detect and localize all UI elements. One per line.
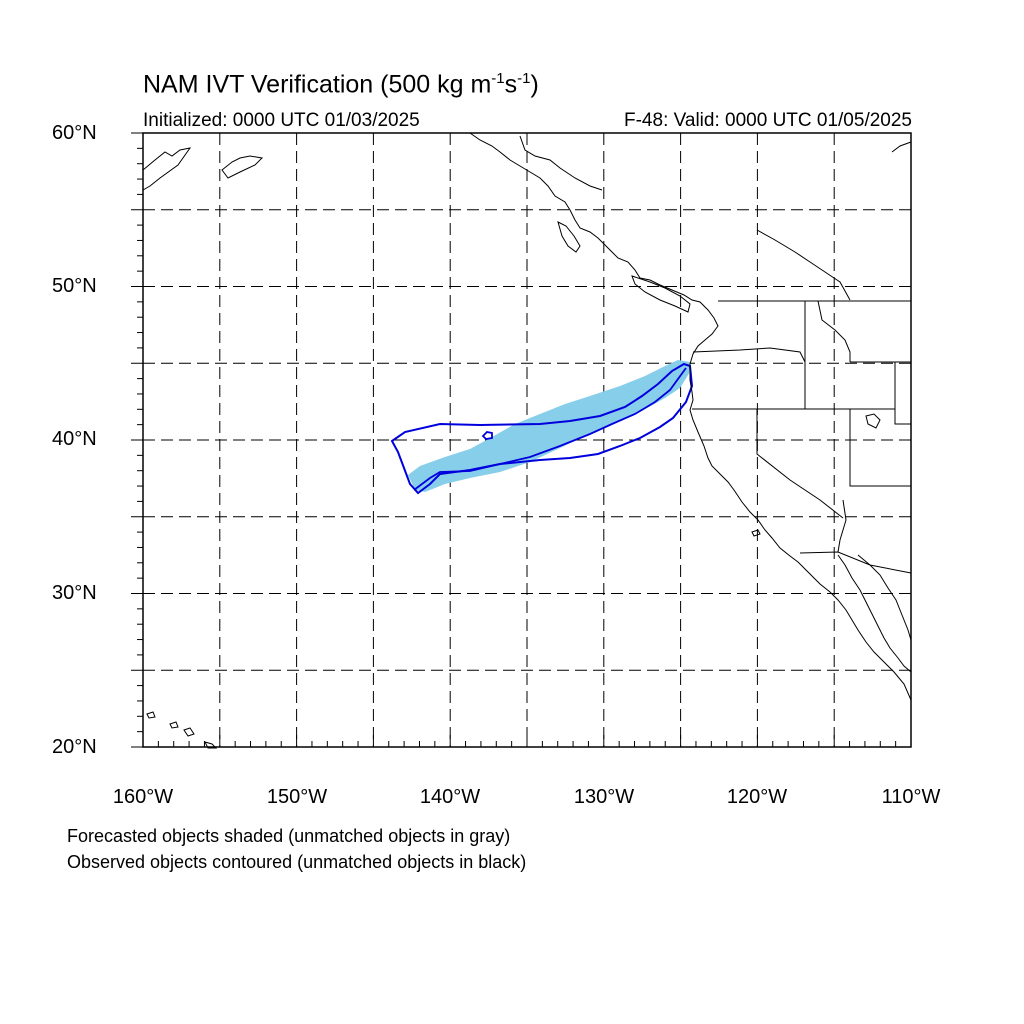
great-salt-lake: [865, 413, 881, 429]
lon-label-120w: 120°W: [726, 786, 788, 808]
bc-interior-border: [756, 229, 851, 301]
lat-label-40n: 40°N: [52, 428, 97, 450]
lon-label-130w: 130°W: [573, 786, 635, 808]
observed-small-contour: [481, 431, 493, 440]
ne-coast-top-right: [891, 141, 912, 153]
hawaii-3: [183, 727, 195, 737]
hawaii-2: [169, 721, 179, 729]
ca-nv-border: [756, 409, 844, 519]
ca-az-border: [837, 499, 847, 553]
hawaii-1: [146, 711, 156, 719]
axis-ticks: [131, 132, 912, 748]
lon-label-150w: 150°W: [266, 786, 328, 808]
haida-gwaii: [557, 221, 581, 253]
valid-time-label: F-48: Valid: 0000 UTC 01/05/2025: [624, 110, 912, 131]
lon-label-160w: 160°W: [112, 786, 174, 808]
lat-label-50n: 50°N: [52, 275, 97, 297]
alaska-canada-border: [519, 135, 603, 191]
lon-label-110w: 110°W: [881, 786, 941, 808]
hawaii-4: [204, 741, 218, 749]
alaska-islands: [221, 155, 264, 179]
lat-label-20n: 20°N: [52, 736, 97, 758]
baja-california: [837, 554, 912, 673]
lon-label-140w: 140°W: [419, 786, 481, 808]
canada-alaska-panhandle: [469, 132, 912, 701]
wa-or-border: [692, 347, 806, 363]
coastlines: [142, 132, 912, 749]
vancouver-island: [631, 275, 691, 313]
nv-ut-border: [849, 409, 911, 487]
id-mt-border: [817, 300, 851, 362]
observed-object-contour: [390, 362, 694, 495]
observed-object-inner-contour: [413, 367, 687, 491]
chart-title: NAM IVT Verification (500 kg m-1s-1): [143, 70, 539, 99]
forecast-object: [408, 360, 690, 492]
graticule: [143, 133, 911, 747]
alaska-coast: [142, 147, 192, 191]
channel-islands: [751, 529, 761, 537]
initialized-label: Initialized: 0000 UTC 01/03/2025: [143, 110, 420, 131]
observed-legend-note: Observed objects contoured (unmatched ob…: [67, 852, 527, 872]
lat-label-30n: 30°N: [52, 582, 97, 604]
gulf-of-california-east: [857, 554, 912, 641]
wy-border: [894, 362, 911, 425]
lat-label-60n: 60°N: [52, 122, 97, 144]
political-boundaries: [519, 135, 912, 574]
us-mexico-border: [799, 551, 912, 574]
forecast-legend-note: Forecasted objects shaded (unmatched obj…: [67, 826, 511, 846]
